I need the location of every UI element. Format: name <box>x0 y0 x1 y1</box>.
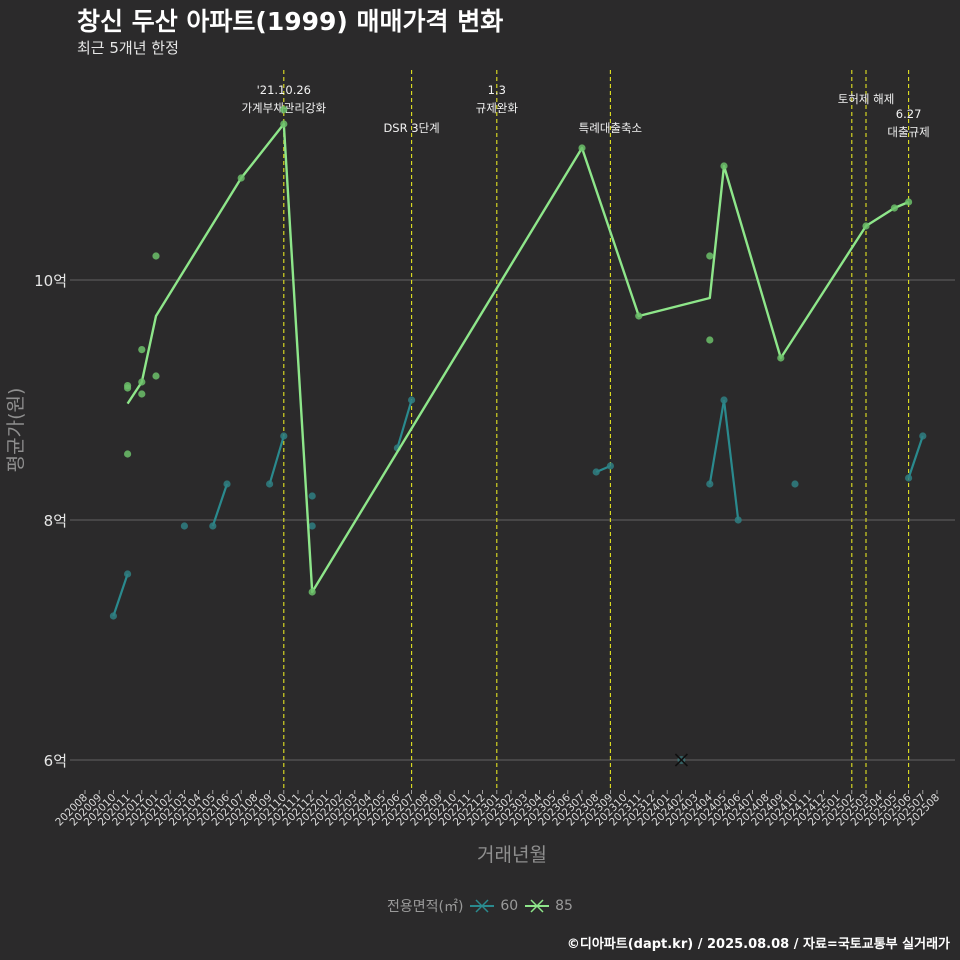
series-85-point <box>152 252 160 260</box>
series-60-point <box>706 480 714 488</box>
legend-label-85: 85 <box>555 898 573 914</box>
series-60-segment <box>396 399 413 449</box>
series-85-point <box>138 390 146 398</box>
series-60-segment <box>211 483 229 527</box>
legend: 전용면적(㎡) 60 85 <box>0 896 960 916</box>
annotation-label: 대출규제 <box>887 125 929 139</box>
series-60-point <box>308 522 316 530</box>
series-60-point <box>308 492 316 500</box>
legend-title: 전용면적(㎡) <box>387 899 464 915</box>
annotation-label: 토허제 해제 <box>838 92 895 106</box>
series-85-point <box>308 588 316 596</box>
legend-key-60 <box>469 899 494 913</box>
series-85-point <box>152 372 160 380</box>
series-85-point <box>280 120 288 128</box>
series-60-point <box>919 432 927 440</box>
series-85-point <box>280 106 288 114</box>
annotation-label: 6.27 <box>896 107 922 121</box>
series-60-segment <box>112 573 129 617</box>
y-tick-label: 6억 <box>44 752 67 770</box>
annotation-label: '21.10.26 <box>257 83 311 97</box>
x-axis-title: 거래년월 <box>477 844 547 866</box>
annotation-label: 1.3 <box>488 83 506 97</box>
series-60-point <box>734 516 742 524</box>
series-85-point <box>720 162 728 170</box>
chart-title: 창신 두산 아파트(1999) 매매가격 변화 <box>77 7 504 36</box>
series-85-line <box>126 122 910 594</box>
series-85-point <box>777 354 785 362</box>
series-60-point <box>905 474 913 482</box>
annotation-label: DSR 3단계 <box>383 121 439 135</box>
series-60-point <box>109 612 117 620</box>
series-60-point <box>180 522 188 530</box>
y-tick-label: 8억 <box>44 512 67 530</box>
series-85-point <box>138 378 146 386</box>
series-60-point <box>592 468 600 476</box>
series-60-point <box>791 480 799 488</box>
series-85-point <box>124 382 132 390</box>
series-60-point <box>223 480 231 488</box>
series-85-point <box>706 252 714 260</box>
series-85-point <box>890 204 899 212</box>
series-60-point <box>280 432 288 440</box>
series-60-segment <box>708 399 726 485</box>
chart-subtitle: 최근 5개년 한정 <box>77 39 179 57</box>
series-60-point <box>124 570 132 578</box>
series-85-point <box>124 450 132 458</box>
source-caption: ©디아파트(dapt.kr) / 2025.08.08 / 자료=국토교통부 실… <box>566 937 950 952</box>
series-60-cross-mark <box>674 753 688 767</box>
annotation-label: 규제완화 <box>476 101 519 115</box>
series-85-point <box>862 222 870 230</box>
series-60-point <box>408 396 416 404</box>
series-60-point <box>266 480 274 488</box>
legend-key-85 <box>524 899 549 913</box>
series-60-point <box>209 522 217 530</box>
series-60-segment <box>907 435 924 479</box>
series-85-point <box>237 174 245 182</box>
annotation-label: 특례대출축소 <box>579 121 642 135</box>
legend-label-60: 60 <box>500 898 519 914</box>
series-60-segment <box>268 435 285 485</box>
series-85-point <box>578 144 586 152</box>
series-60-point <box>606 462 615 470</box>
series-85-point <box>635 312 643 320</box>
series-60-segment <box>722 399 740 521</box>
y-axis-title: 평균가(원) <box>5 388 27 473</box>
series-85-point <box>905 198 913 206</box>
y-tick-label: 10억 <box>34 272 67 290</box>
series-60-point <box>720 396 728 404</box>
series-85-point <box>138 346 146 354</box>
series-85-point <box>706 336 714 344</box>
